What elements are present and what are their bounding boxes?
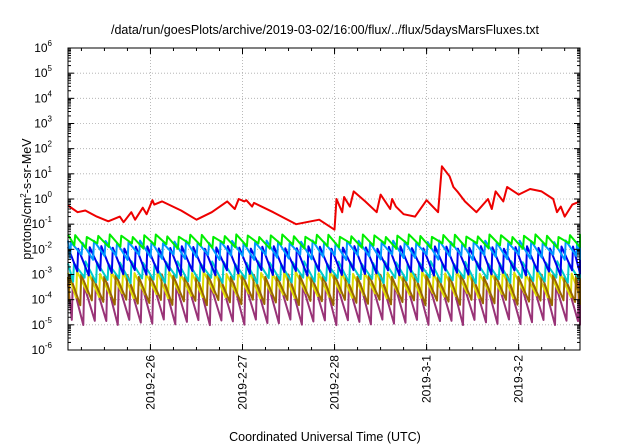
y-tick-base: 10 bbox=[34, 66, 48, 80]
y-tick-base: 10 bbox=[34, 117, 48, 131]
x-axis-ticks: 2019-2-26 2019-2-27 2019-2-28 2019-3-1 2019-… bbox=[80, 48, 566, 410]
series-group bbox=[67, 165, 581, 327]
y-tick-base: 10 bbox=[32, 293, 46, 307]
y-tick-label: 10-6 bbox=[32, 341, 53, 357]
y-tick-base: 10 bbox=[34, 167, 48, 181]
y-tick-exponent: -1 bbox=[45, 215, 53, 224]
series-line-3 bbox=[67, 239, 581, 261]
y-tick-exponent: 3 bbox=[48, 115, 53, 124]
y-tick-base: 10 bbox=[32, 318, 46, 332]
y-tick-base: 10 bbox=[34, 142, 48, 156]
y-tick-label: 105 bbox=[34, 64, 52, 80]
x-tick-label: 2019-2-26 bbox=[143, 355, 157, 410]
y-tick-exponent: 2 bbox=[48, 140, 53, 149]
y-tick-exponent: 6 bbox=[48, 39, 53, 48]
y-tick-exponent: 1 bbox=[48, 165, 53, 174]
y-tick-label: 102 bbox=[34, 140, 52, 156]
y-tick-label: 100 bbox=[34, 190, 52, 206]
x-tick-label: 2019-3-1 bbox=[420, 355, 434, 403]
y-tick-base: 10 bbox=[34, 41, 48, 55]
x-tick-label: 2019-2-27 bbox=[236, 355, 250, 410]
y-tick-base: 10 bbox=[32, 343, 46, 357]
x-tick-label: 2019-3-2 bbox=[512, 355, 526, 403]
y-axis-label-base: protons/cm bbox=[20, 198, 34, 260]
y-tick-label: 10-1 bbox=[32, 215, 53, 231]
series-line-1 bbox=[67, 165, 581, 231]
y-tick-base: 10 bbox=[34, 91, 48, 105]
y-tick-label: 103 bbox=[34, 115, 52, 131]
y-tick-exponent: -2 bbox=[45, 240, 53, 249]
y-axis-ticks: 10-610-510-410-310-210-11001011021031041… bbox=[32, 39, 580, 357]
y-tick-exponent: -3 bbox=[45, 266, 53, 275]
series-line-6 bbox=[67, 273, 581, 307]
y-tick-exponent: -5 bbox=[45, 316, 53, 325]
y-tick-label: 10-3 bbox=[32, 266, 53, 282]
x-tick-label: 2019-2-28 bbox=[328, 355, 342, 410]
y-tick-exponent: -6 bbox=[45, 341, 53, 350]
y-tick-base: 10 bbox=[32, 242, 46, 256]
y-tick-label: 104 bbox=[34, 89, 52, 105]
y-tick-base: 10 bbox=[32, 217, 46, 231]
y-tick-label: 101 bbox=[34, 165, 52, 181]
y-tick-label: 10-2 bbox=[32, 240, 53, 256]
series-line-8 bbox=[67, 282, 581, 327]
y-tick-label: 106 bbox=[34, 39, 52, 55]
y-axis-label: protons/cm2-s-sr-MeV bbox=[19, 138, 34, 260]
series-line-2 bbox=[67, 233, 581, 250]
chart-title: /data/run/goesPlots/archive/2019-03-02/1… bbox=[111, 23, 540, 37]
y-tick-exponent: 4 bbox=[48, 89, 53, 98]
y-tick-label: 10-4 bbox=[32, 291, 53, 307]
y-tick-exponent: -4 bbox=[45, 291, 53, 300]
y-axis-label-exp: 2 bbox=[19, 193, 28, 198]
y-tick-exponent: 0 bbox=[48, 190, 53, 199]
y-tick-exponent: 5 bbox=[48, 64, 53, 73]
x-axis-label: Coordinated Universal Time (UTC) bbox=[229, 430, 421, 444]
y-tick-label: 10-5 bbox=[32, 316, 53, 332]
y-axis-label-rest: -s-sr-MeV bbox=[20, 138, 34, 194]
y-tick-base: 10 bbox=[34, 192, 48, 206]
y-tick-base: 10 bbox=[32, 268, 46, 282]
